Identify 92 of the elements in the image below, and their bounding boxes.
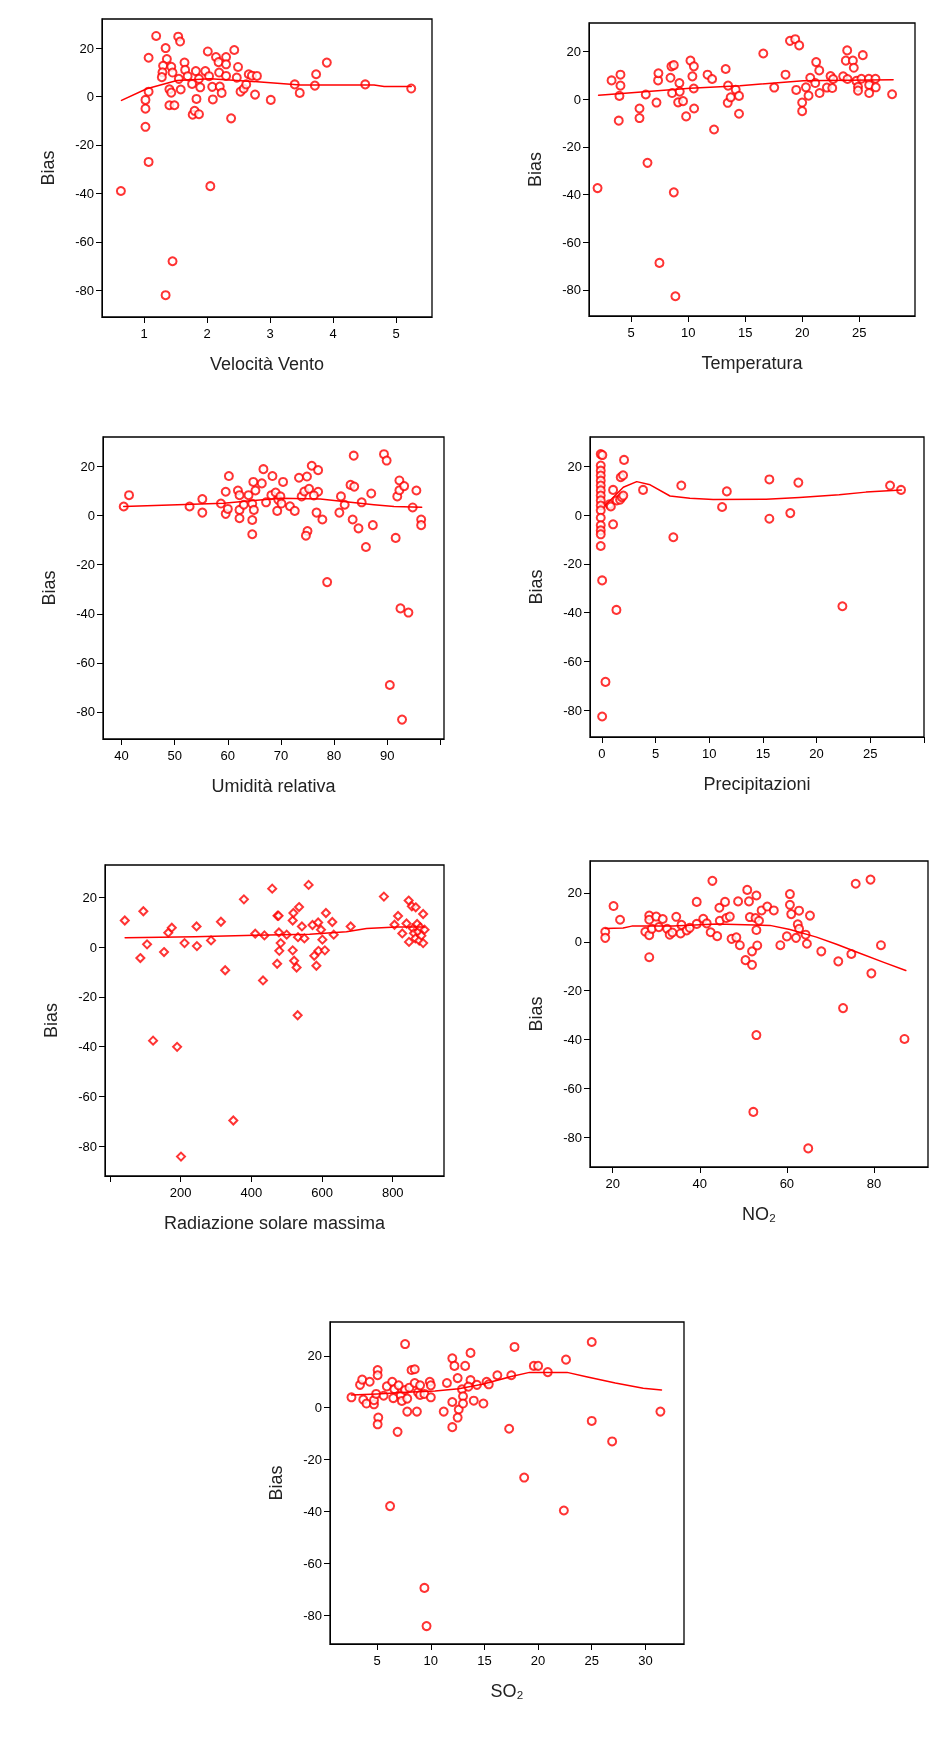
x-tick-label: 40 xyxy=(692,1176,707,1191)
y-tick-label: -40 xyxy=(563,1032,582,1048)
x-tick-label: 40 xyxy=(114,748,129,763)
x-tick-label: 5 xyxy=(373,1653,381,1668)
x-axis-title: NO₂ xyxy=(742,1204,776,1224)
x-tick-label: 80 xyxy=(866,1176,882,1191)
y-tick-label: -40 xyxy=(562,187,581,203)
x-tick-label: 20 xyxy=(605,1176,620,1191)
x-tick-label: 90 xyxy=(379,748,395,763)
x-tick-label: 30 xyxy=(638,1653,653,1668)
y-tick-label: -80 xyxy=(563,702,582,718)
y-axis-title: Bias xyxy=(41,1002,61,1039)
y-tick-label: -40 xyxy=(76,606,95,622)
y-tick-label: 20 xyxy=(80,458,95,474)
x-tick-label: 10 xyxy=(680,325,696,340)
y-tick-label: -60 xyxy=(76,655,95,671)
x-tick-label: 800 xyxy=(381,1185,404,1200)
x-tick-label: 3 xyxy=(266,326,274,341)
y-axis-title: Bias xyxy=(266,1465,286,1501)
x-tick-label: 600 xyxy=(311,1185,333,1200)
x-tick-label: 20 xyxy=(809,746,824,761)
y-tick-label: -20 xyxy=(75,137,94,153)
x-tick-label: 400 xyxy=(240,1185,263,1200)
y-tick-label: -40 xyxy=(563,605,582,621)
x-tick-label: 80 xyxy=(326,748,342,763)
y-tick-label: -20 xyxy=(76,557,95,573)
x-tick-label: 2 xyxy=(203,326,211,341)
y-tick-label: -20 xyxy=(563,556,582,572)
y-tick-label: -60 xyxy=(78,1088,97,1104)
x-axis-title: SO₂ xyxy=(490,1681,524,1701)
y-tick-label: -20 xyxy=(562,139,581,155)
x-tick-label: 10 xyxy=(423,1653,439,1668)
x-axis-title: Velocità Vento xyxy=(209,354,325,374)
x-tick-label: 25 xyxy=(863,746,878,761)
y-tick-label: 0 xyxy=(573,91,581,107)
y-tick-label: -80 xyxy=(78,1138,97,1154)
x-tick-label: 5 xyxy=(392,326,400,341)
y-axis-title: Bias xyxy=(39,570,59,606)
x-tick-label: 15 xyxy=(477,1653,492,1668)
y-tick-label: -80 xyxy=(303,1607,322,1623)
x-tick-label: 70 xyxy=(273,748,289,763)
y-tick-label: -80 xyxy=(75,282,94,298)
y-tick-label: -20 xyxy=(563,983,582,999)
x-tick-label: 60 xyxy=(220,748,236,763)
x-tick-label: 1 xyxy=(140,326,148,341)
y-tick-label: -20 xyxy=(78,989,97,1005)
y-tick-label: -40 xyxy=(78,1039,97,1055)
y-tick-label: 0 xyxy=(574,934,582,950)
x-tick-label: 25 xyxy=(584,1653,599,1668)
x-axis-title: Temperatura xyxy=(701,353,804,373)
x-tick-label: 25 xyxy=(851,325,867,340)
x-tick-label: 50 xyxy=(167,748,182,763)
x-tick-label: 60 xyxy=(779,1176,795,1191)
x-axis-title: Radiazione solare massima xyxy=(163,1213,387,1233)
y-tick-label: -80 xyxy=(563,1130,582,1146)
y-tick-label: -80 xyxy=(76,704,95,720)
y-tick-label: 20 xyxy=(567,458,582,474)
y-tick-label: 20 xyxy=(567,885,582,901)
x-tick-label: 15 xyxy=(755,746,771,761)
y-tick-label: -60 xyxy=(75,234,94,250)
y-axis-title: Bias xyxy=(526,569,546,605)
y-tick-label: 20 xyxy=(79,40,94,56)
x-tick-label: 20 xyxy=(794,325,810,340)
y-tick-label: -60 xyxy=(563,1081,582,1097)
y-tick-label: -40 xyxy=(303,1504,322,1520)
y-tick-label: -60 xyxy=(563,653,582,669)
y-tick-label: 0 xyxy=(314,1400,322,1416)
y-tick-label: -60 xyxy=(303,1556,322,1571)
y-axis-title: Bias xyxy=(38,150,58,186)
x-tick-label: 0 xyxy=(598,746,606,761)
y-tick-label: 0 xyxy=(574,507,582,523)
y-tick-label: 20 xyxy=(566,44,581,60)
x-tick-label: 15 xyxy=(737,325,753,340)
x-tick-label: 4 xyxy=(329,326,337,341)
y-axis-title: Bias xyxy=(526,996,546,1032)
y-tick-label: 0 xyxy=(89,939,97,955)
x-tick-label: 5 xyxy=(651,746,660,761)
y-tick-label: -40 xyxy=(75,185,94,201)
y-tick-label: 0 xyxy=(87,508,95,524)
y-tick-label: -60 xyxy=(562,234,581,250)
y-tick-label: 20 xyxy=(82,889,97,905)
y-tick-label: -20 xyxy=(303,1452,322,1468)
x-axis-title: Precipitazioni xyxy=(703,774,811,794)
x-tick-label: 200 xyxy=(169,1185,192,1200)
x-tick-label: 20 xyxy=(530,1653,546,1668)
y-axis-title: Bias xyxy=(525,151,545,188)
x-tick-label: 5 xyxy=(627,325,635,340)
y-tick-label: 0 xyxy=(86,89,94,105)
x-axis-title: Umidità relativa xyxy=(211,776,337,796)
x-tick-label: 10 xyxy=(701,746,717,761)
y-tick-label: 20 xyxy=(307,1348,322,1364)
y-tick-label: -80 xyxy=(562,282,581,298)
